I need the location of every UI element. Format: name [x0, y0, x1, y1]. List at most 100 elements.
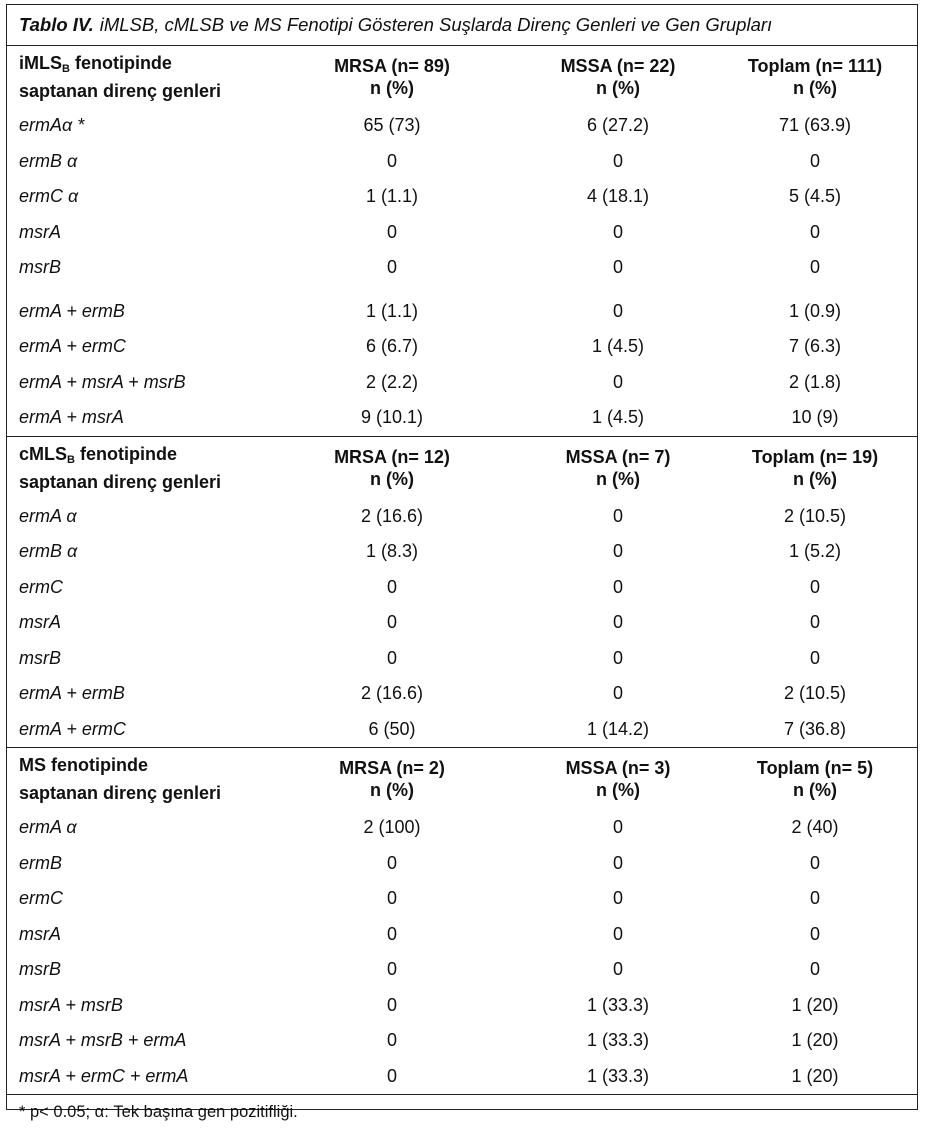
- column-header: Toplam (n= 5) n (%): [756, 758, 874, 800]
- table-row: msrA 0 0 0: [7, 215, 917, 251]
- table-row: ermB α 0 0 0: [7, 144, 917, 180]
- value-cell: 1 (20): [791, 994, 839, 1015]
- column-header: MSSA (n= 3) n (%): [565, 758, 671, 800]
- table-row: msrA + msrB 0 1 (33.3) 1 (20): [7, 988, 917, 1024]
- value-cell: 0: [612, 541, 623, 562]
- value-cell: 7 (6.3): [788, 336, 842, 357]
- gene-cell: ermA + ermC: [19, 336, 126, 357]
- table-title-label: Tablo IV.: [19, 14, 94, 35]
- value-cell: 0: [612, 683, 623, 704]
- table-row: msrA + ermC + ermA 0 1 (33.3) 1 (20): [7, 1059, 917, 1095]
- value-cell: 1 (20): [791, 1030, 839, 1051]
- value-cell: 0: [386, 612, 397, 633]
- value-cell: 0: [612, 647, 623, 668]
- value-cell: 1 (4.5): [591, 336, 645, 357]
- value-cell: 2 (100): [363, 817, 421, 838]
- value-cell: 1 (14.2): [586, 718, 650, 739]
- value-cell: 0: [809, 612, 820, 633]
- value-cell: 2 (2.2): [365, 371, 419, 392]
- table-frame: Tablo IV. iMLSB, cMLSB ve MS Fenotipi Gö…: [6, 4, 918, 1121]
- column-header: Toplam (n= 19) n (%): [751, 446, 879, 489]
- gene-cell: msrA: [19, 612, 61, 633]
- column-header: MRSA (n= 2) n (%): [339, 758, 445, 800]
- gene-cell: msrA + msrB + ermA: [19, 1030, 187, 1051]
- value-cell: 2 (10.5): [783, 683, 847, 704]
- gene-cell: ermA + msrA + msrB: [19, 371, 186, 392]
- section-header-label: MS fenotipinde saptanan direnç genleri: [19, 755, 222, 803]
- table-row: msrA + msrB + ermA 0 1 (33.3) 1 (20): [7, 1023, 917, 1059]
- gene-cell: ermB α: [19, 541, 78, 562]
- value-cell: 71 (63.9): [778, 115, 852, 136]
- column-header: Toplam (n= 111) n (%): [747, 56, 883, 98]
- value-cell: 0: [386, 576, 397, 597]
- value-cell: 0: [386, 647, 397, 668]
- column-header: MSSA (n= 7) n (%): [565, 446, 671, 489]
- value-cell: 0: [809, 257, 820, 278]
- gene-cell: ermA + ermB: [19, 683, 125, 704]
- value-cell: 0: [386, 1030, 397, 1051]
- table-row: ermA α 2 (16.6) 0 2 (10.5): [7, 499, 917, 535]
- value-cell: 0: [386, 150, 397, 171]
- value-cell: 0: [809, 923, 820, 944]
- value-cell: 0: [809, 150, 820, 171]
- table-row: ermA + ermC 6 (50) 1 (14.2) 7 (36.8): [7, 712, 917, 748]
- value-cell: 0: [386, 1065, 397, 1086]
- value-cell: 0: [809, 576, 820, 597]
- value-cell: 0: [612, 959, 623, 980]
- value-cell: 1 (33.3): [586, 994, 650, 1015]
- value-cell: 1 (33.3): [586, 1065, 650, 1086]
- table-row: msrB 0 0 0: [7, 250, 917, 286]
- value-cell: 0: [612, 817, 623, 838]
- gene-cell: msrA + ermC + ermA: [19, 1065, 189, 1086]
- table-row: ermA + ermC 6 (6.7) 1 (4.5) 7 (6.3): [7, 329, 917, 365]
- value-cell: 7 (36.8): [783, 718, 847, 739]
- value-cell: 0: [809, 221, 820, 242]
- gene-cell: ermC: [19, 888, 63, 909]
- table-row: ermA + msrA + msrB 2 (2.2) 0 2 (1.8): [7, 365, 917, 401]
- section-header: MS fenotipinde saptanan direnç genleri MRS…: [7, 748, 917, 810]
- table-row: msrA 0 0 0: [7, 605, 917, 641]
- table-row: ermA + msrA 9 (10.1) 1 (4.5) 10 (9): [7, 400, 917, 436]
- table-row: ermC 0 0 0: [7, 881, 917, 917]
- table-row: ermA + ermB 1 (1.1) 0 1 (0.9): [7, 294, 917, 330]
- value-cell: 0: [612, 923, 623, 944]
- value-cell: 4 (18.1): [586, 186, 650, 207]
- value-cell: 2 (16.6): [360, 505, 424, 526]
- table-title: Tablo IV. iMLSB, cMLSB ve MS Fenotipi Gö…: [7, 5, 917, 46]
- column-header: MRSA (n= 89) n (%): [334, 56, 450, 98]
- table-row: ermA α 2 (100) 0 2 (40): [7, 810, 917, 846]
- value-cell: 0: [612, 150, 623, 171]
- table-row: ermA + ermB 2 (16.6) 0 2 (10.5): [7, 676, 917, 712]
- table-footnote: * p< 0.05; α: Tek başına gen pozitifliği…: [19, 1102, 298, 1121]
- gene-cell: ermC α: [19, 186, 79, 207]
- gene-cell: msrB: [19, 959, 61, 980]
- value-cell: 0: [386, 923, 397, 944]
- table-row: ermC α 1 (1.1) 4 (18.1) 5 (4.5): [7, 179, 917, 215]
- value-cell: 0: [612, 852, 623, 873]
- table-row: ermAα * 65 (73) 6 (27.2) 71 (63.9): [7, 108, 917, 144]
- gene-cell: ermC: [19, 576, 63, 597]
- value-cell: 0: [386, 994, 397, 1015]
- gene-cell: ermA α: [19, 817, 77, 838]
- gene-cell: msrA: [19, 221, 61, 242]
- table-row: ermC 0 0 0: [7, 570, 917, 606]
- table-row: msrA 0 0 0: [7, 917, 917, 953]
- table-section: MS fenotipinde saptanan direnç genleri MRS…: [7, 748, 917, 1095]
- value-cell: 2 (1.8): [788, 371, 842, 392]
- value-cell: 0: [612, 505, 623, 526]
- table-section: iMLSB fenotipinde saptanan direnç genleri…: [7, 46, 917, 437]
- value-cell: 0: [612, 300, 623, 321]
- value-cell: 0: [386, 959, 397, 980]
- gene-cell: ermAα *: [19, 115, 85, 136]
- value-cell: 0: [809, 647, 820, 668]
- value-cell: 1 (20): [791, 1065, 839, 1086]
- gene-cell: ermA + msrA: [19, 407, 124, 428]
- value-cell: 0: [612, 221, 623, 242]
- value-cell: 0: [612, 371, 623, 392]
- gene-cell: ermA α: [19, 505, 77, 526]
- table-row: ermB 0 0 0: [7, 846, 917, 882]
- value-cell: 6 (27.2): [586, 115, 650, 136]
- value-cell: 9 (10.1): [360, 407, 424, 428]
- table-title-text: iMLSB, cMLSB ve MS Fenotipi Gösteren Suş…: [99, 14, 773, 35]
- table-row: ermB α 1 (8.3) 0 1 (5.2): [7, 534, 917, 570]
